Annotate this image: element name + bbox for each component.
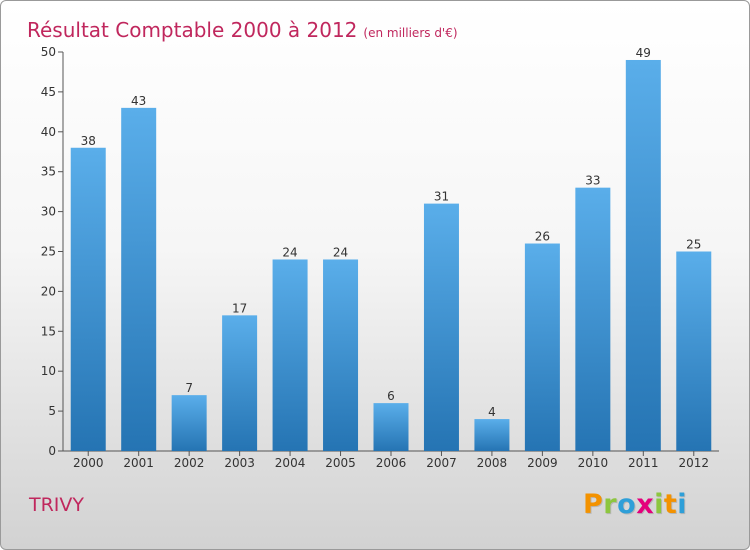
- bar-2003: [222, 315, 258, 451]
- y-tick-label: 25: [41, 245, 56, 259]
- x-tick-label: 2003: [224, 456, 255, 470]
- bar-value-label: 49: [636, 46, 651, 60]
- logo-letter: i: [654, 489, 664, 520]
- bar-2000: [70, 147, 106, 451]
- x-tick-label: 2009: [527, 456, 558, 470]
- commune-name: TRIVY: [29, 494, 85, 516]
- y-tick-label: 35: [41, 165, 56, 179]
- chart-title: Résultat Comptable 2000 à 2012 (en millie…: [27, 7, 458, 45]
- y-tick-label: 40: [41, 125, 56, 139]
- logo-letter: t: [663, 489, 678, 520]
- bar-2007: [423, 203, 459, 451]
- bar-value-label: 38: [81, 134, 96, 148]
- logo-letter: i: [677, 489, 688, 520]
- x-tick-label: 2002: [174, 456, 205, 470]
- x-tick-label: 2010: [578, 456, 609, 470]
- bar-2004: [272, 259, 308, 451]
- bar-2006: [373, 403, 409, 451]
- x-tick-label: 2006: [376, 456, 407, 470]
- bar-2009: [524, 243, 560, 451]
- bar-value-label: 25: [686, 238, 701, 252]
- x-tick-label: 2012: [678, 456, 709, 470]
- y-tick-label: 0: [48, 444, 56, 458]
- y-tick-label: 30: [41, 205, 56, 219]
- x-tick-label: 2001: [123, 456, 154, 470]
- y-tick-label: 5: [48, 404, 56, 418]
- y-tick-label: 20: [41, 284, 56, 298]
- y-tick-label: 10: [41, 364, 56, 378]
- bar-2012: [676, 251, 712, 451]
- bar-2008: [474, 419, 510, 451]
- x-tick-label: 2005: [325, 456, 356, 470]
- x-tick-label: 2000: [73, 456, 104, 470]
- bar-2010: [575, 187, 611, 451]
- x-tick-label: 2008: [477, 456, 508, 470]
- bar-value-label: 31: [434, 190, 449, 204]
- bar-2001: [121, 107, 157, 452]
- chart-title-main: Résultat Comptable 2000 à 2012: [27, 18, 358, 42]
- bar-value-label: 26: [535, 230, 550, 244]
- bars: 38 43 7 17 24 24 6 31 4 26 33 49 25: [70, 46, 712, 452]
- bar-value-label: 7: [185, 381, 193, 395]
- bar-2011: [625, 59, 661, 451]
- y-tick-label: 15: [41, 324, 56, 338]
- axes: 0 5 10 15 20 25 30 35 40 45 50 2000 2001 2002 2003 2004…: [41, 45, 719, 470]
- bar-value-label: 4: [488, 405, 496, 419]
- y-tick-label: 50: [41, 45, 56, 59]
- logo-letter: x: [636, 489, 655, 520]
- logo-letter: o: [617, 489, 637, 520]
- y-tick-label: 45: [41, 85, 56, 99]
- logo-letter: r: [603, 489, 618, 520]
- bar-value-label: 24: [333, 245, 348, 259]
- bar-2005: [323, 259, 359, 451]
- chart-title-unit: (en milliers d'€): [363, 26, 458, 40]
- x-tick-label: 2004: [275, 456, 306, 470]
- x-tick-label: 2011: [628, 456, 659, 470]
- bar-value-label: 17: [232, 301, 247, 315]
- bar-value-label: 6: [387, 389, 395, 403]
- bar-2002: [171, 395, 207, 451]
- x-tick-label: 2007: [426, 456, 457, 470]
- proxiti-logo: Proxiti: [583, 489, 687, 520]
- bar-value-label: 33: [585, 174, 600, 188]
- bar-value-label: 43: [131, 94, 146, 108]
- bar-value-label: 24: [282, 245, 297, 259]
- logo-letter: P: [583, 489, 604, 520]
